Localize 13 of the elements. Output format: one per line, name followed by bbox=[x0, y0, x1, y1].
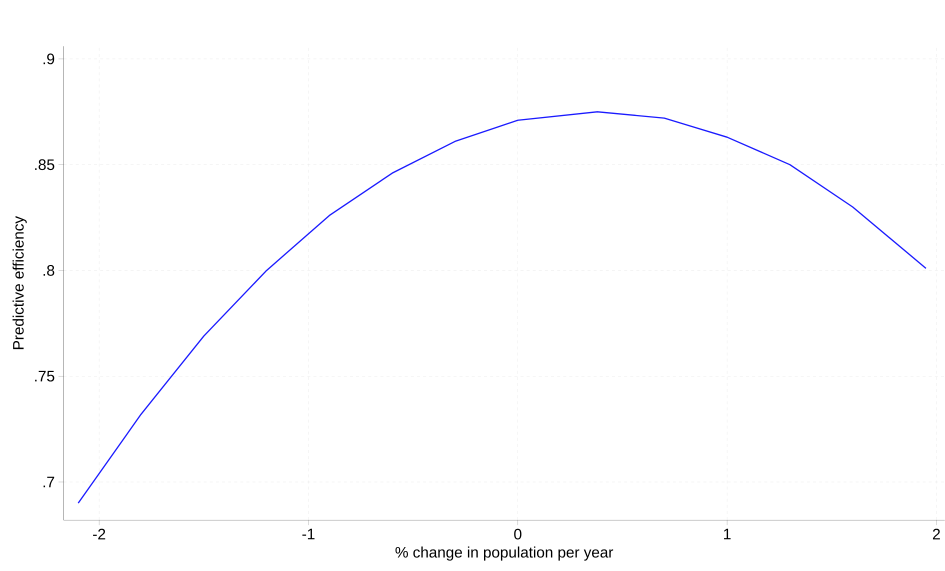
y-tick-label: .75 bbox=[35, 371, 54, 382]
line-series bbox=[78, 111, 927, 504]
y-tick-label: .8 bbox=[44, 265, 54, 276]
y-tick-label: .85 bbox=[35, 159, 54, 170]
x-tick-label: 0 bbox=[514, 528, 522, 540]
x-tick-label: 1 bbox=[724, 528, 731, 540]
y-tick-label: .9 bbox=[44, 54, 54, 64]
x-tick-label: -2 bbox=[93, 528, 106, 540]
x-tick-label: -1 bbox=[302, 528, 314, 540]
x-axis-title: % change in population per year bbox=[395, 546, 614, 561]
y-tick-label: .7 bbox=[44, 476, 54, 488]
y-axis-title: Predictive efficiency bbox=[12, 216, 27, 350]
x-tick-label: 2 bbox=[932, 528, 940, 540]
